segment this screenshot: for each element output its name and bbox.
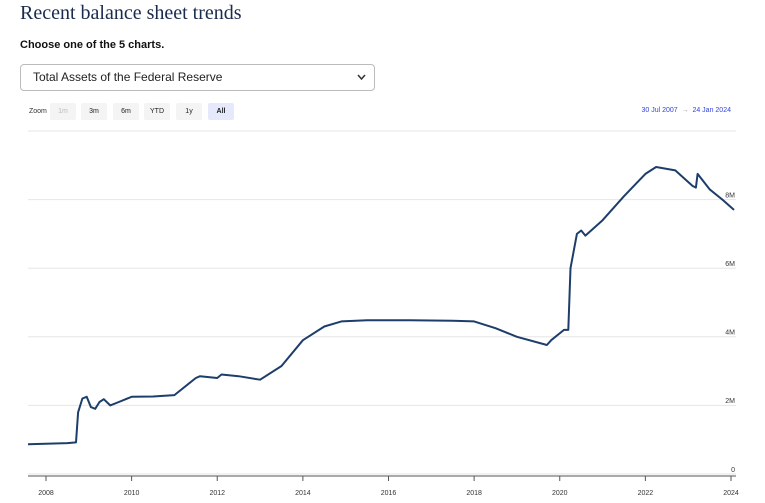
x-tick-label: 2014	[295, 490, 311, 497]
y-tick-label: 8M	[725, 192, 735, 199]
y-tick-label: 2M	[725, 398, 735, 405]
zoom-button[interactable]: 6m	[113, 103, 139, 120]
x-tick-label: 2010	[124, 490, 140, 497]
x-tick-label: 2024	[723, 490, 739, 497]
range-from[interactable]: 30 Jul 2007	[641, 107, 678, 114]
range-arrow: →	[681, 107, 689, 114]
zoom-label: Zoom	[29, 108, 47, 115]
x-tick-label: 2012	[209, 490, 225, 497]
y-tick-label: 4M	[725, 330, 735, 337]
date-range: 30 Jul 2007 → 24 Jan 2024	[641, 107, 731, 114]
y-tick-label: 0	[731, 467, 735, 474]
select-value: Total Assets of the Federal Reserve	[33, 70, 223, 84]
range-to[interactable]: 24 Jan 2024	[692, 107, 731, 114]
x-tick-label: 2018	[466, 490, 482, 497]
prompt: Choose one of the 5 charts.	[20, 39, 165, 51]
y-tick-label: 6M	[725, 261, 735, 268]
data-line	[27, 166, 735, 446]
page-title: Recent balance sheet trends	[20, 2, 242, 24]
zoom-button[interactable]: All	[208, 103, 234, 120]
x-tick-label: 2022	[638, 490, 654, 497]
x-tick-label: 2016	[381, 490, 397, 497]
x-tick-label: 2008	[38, 490, 54, 497]
zoom-button[interactable]: YTD	[144, 103, 170, 120]
chevron	[357, 74, 366, 81]
zoom-button[interactable]: 1y	[176, 103, 202, 120]
chart-select[interactable]: Total Assets of the Federal Reserve	[20, 64, 375, 91]
zoom-button[interactable]: 3m	[81, 103, 107, 120]
x-tick-label: 2020	[552, 490, 568, 497]
zoom-button[interactable]: 1m	[50, 103, 76, 120]
